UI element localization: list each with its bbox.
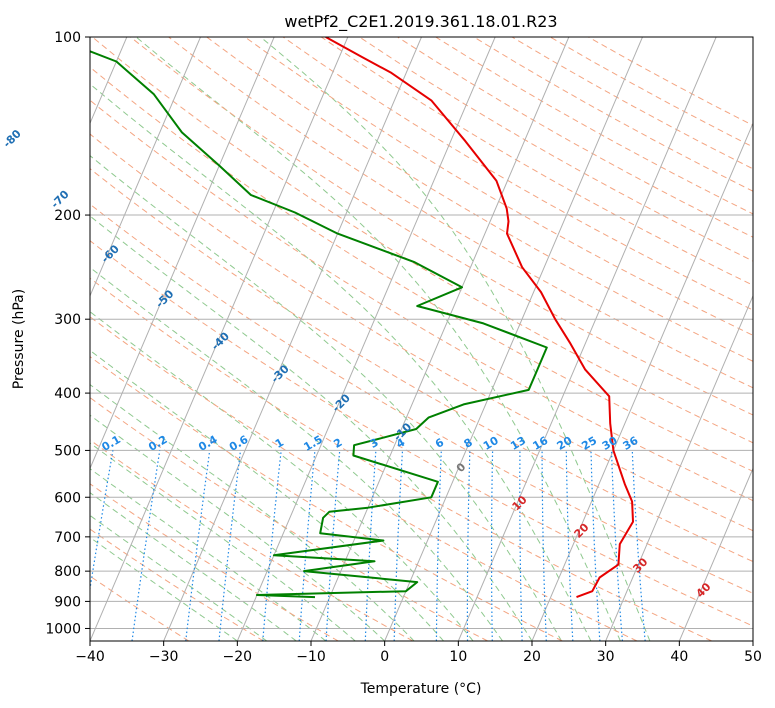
isotherm-line	[90, 37, 201, 298]
y-tick-label: 900	[54, 594, 81, 610]
isotherm-line	[236, 37, 496, 641]
x-tick-label: 40	[670, 649, 688, 665]
dry-adiabat	[91, 37, 753, 444]
x-tick-label: 30	[597, 649, 615, 665]
isotherm-line	[384, 37, 643, 641]
dry-adiabat	[90, 356, 563, 641]
y-tick-label: 100	[54, 30, 81, 46]
y-tick-label: 700	[54, 530, 81, 546]
y-tick-label: 500	[54, 443, 81, 459]
x-tick-label: −20	[223, 649, 253, 665]
dry-adiabat	[90, 528, 264, 641]
isotherm-line	[457, 37, 717, 641]
x-tick-label: 0	[380, 649, 389, 665]
dry-adiabat	[90, 483, 339, 641]
isotherm-line	[605, 294, 753, 641]
dry-adiabat	[90, 240, 753, 627]
isotherm-line	[752, 639, 753, 641]
isobar-gridlines	[90, 37, 753, 629]
x-tick-label: 20	[523, 649, 541, 665]
dry-adiabat	[90, 133, 753, 532]
dewpoint-profile	[90, 50, 548, 599]
plot-background	[90, 37, 753, 641]
moist-adiabat	[90, 155, 562, 641]
moist-adiabat	[90, 83, 592, 641]
dry-adiabat	[90, 99, 753, 502]
y-tick-label: 200	[54, 208, 81, 224]
x-tick-label: 10	[449, 649, 467, 665]
dry-adiabat	[168, 37, 753, 389]
moist-adiabat	[90, 414, 386, 641]
moist-adiabat	[90, 536, 238, 641]
sounding-series	[90, 37, 634, 599]
isotherm-label: -80	[1, 127, 24, 150]
moist-adiabat	[135, 37, 621, 641]
y-tick-label: 400	[54, 386, 81, 402]
mixing-ratio-line	[90, 450, 114, 593]
x-axis-label: Temperature (°C)	[360, 681, 482, 697]
mixing-ratio-lines	[90, 450, 646, 641]
isotherm-line	[90, 37, 349, 641]
moist-adiabat	[90, 215, 533, 641]
moist-adiabat	[260, 37, 651, 641]
x-axis-ticks: −40 −30 −20 −10 0 10 20 30 40 50	[75, 641, 762, 665]
moist-adiabat	[90, 492, 297, 641]
dry-adiabat	[282, 37, 753, 311]
mixing-ratio-line	[262, 450, 282, 641]
isotherm-line	[90, 37, 275, 470]
moist-adiabat	[90, 266, 503, 641]
moist-adiabat	[90, 468, 327, 641]
x-tick-label: −10	[296, 649, 326, 665]
chart-title: wetPf2_C2E1.2019.361.18.01.R23	[284, 12, 557, 32]
x-tick-label: 50	[744, 649, 762, 665]
isotherm-line	[531, 122, 753, 641]
y-tick-label: 300	[54, 312, 81, 328]
plot-frame	[89, 36, 754, 642]
y-tick-label: 1000	[45, 621, 81, 637]
moist-adiabat	[90, 311, 474, 641]
y-tick-label: 600	[54, 490, 81, 506]
dry-adiabat	[90, 316, 638, 641]
mixing-ratio-line	[131, 450, 161, 641]
skewed-isotherms	[90, 37, 753, 641]
y-axis-label: Pressure (hPa)	[11, 289, 27, 389]
y-tick-label: 800	[54, 564, 81, 580]
dry-adiabat	[90, 277, 712, 641]
mixing-ratio-line	[218, 450, 242, 641]
dry-adiabat	[244, 37, 753, 336]
x-tick-label: −40	[75, 649, 105, 665]
x-tick-label: −30	[149, 649, 179, 665]
moist-adiabat	[90, 514, 268, 641]
mixing-ratio-line	[185, 450, 211, 641]
isotherm-line	[163, 37, 422, 641]
dry-adiabat	[130, 37, 753, 416]
moist-adiabat	[90, 349, 444, 641]
dry-adiabat	[90, 203, 753, 594]
isotherm-line	[678, 467, 753, 641]
temperature-profile	[325, 37, 634, 599]
y-axis-ticks: 100 200 300 400 500 600 700 800 900 1000	[45, 30, 90, 637]
isotherm-line	[310, 37, 570, 641]
